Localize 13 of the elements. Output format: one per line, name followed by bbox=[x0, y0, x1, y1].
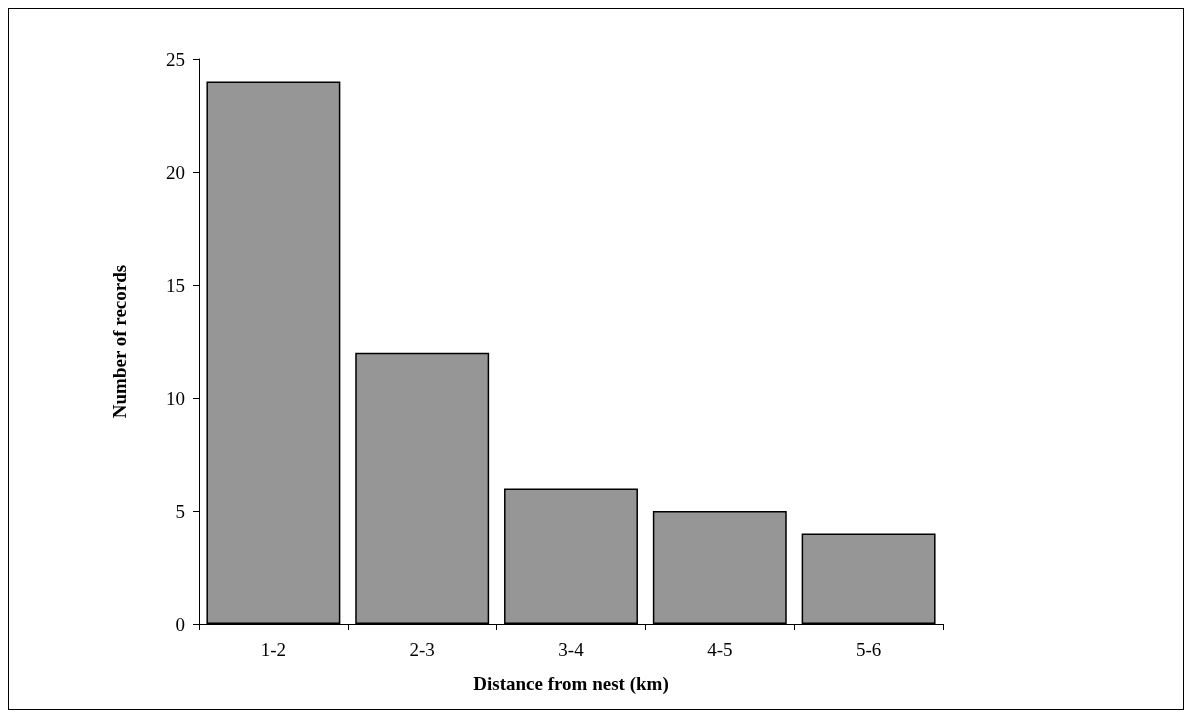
y-tick-label: 15 bbox=[166, 274, 185, 296]
y-tick-label: 5 bbox=[175, 500, 185, 522]
y-tick-label: 10 bbox=[166, 387, 185, 409]
x-tick-label: 1-2 bbox=[260, 639, 287, 660]
y-tick-label: 0 bbox=[175, 613, 185, 635]
x-tick-label: 5-6 bbox=[855, 639, 882, 660]
x-tick-label: 4-5 bbox=[707, 639, 733, 660]
x-axis-title: Distance from nest (km) bbox=[473, 673, 669, 695]
x-tick-label: 2-3 bbox=[409, 639, 435, 660]
x-tick-label: 3-4 bbox=[558, 639, 585, 660]
y-tick-label: 20 bbox=[166, 161, 185, 183]
y-axis-title: Number of records bbox=[109, 264, 130, 419]
y-tick-label: 25 bbox=[166, 48, 185, 70]
